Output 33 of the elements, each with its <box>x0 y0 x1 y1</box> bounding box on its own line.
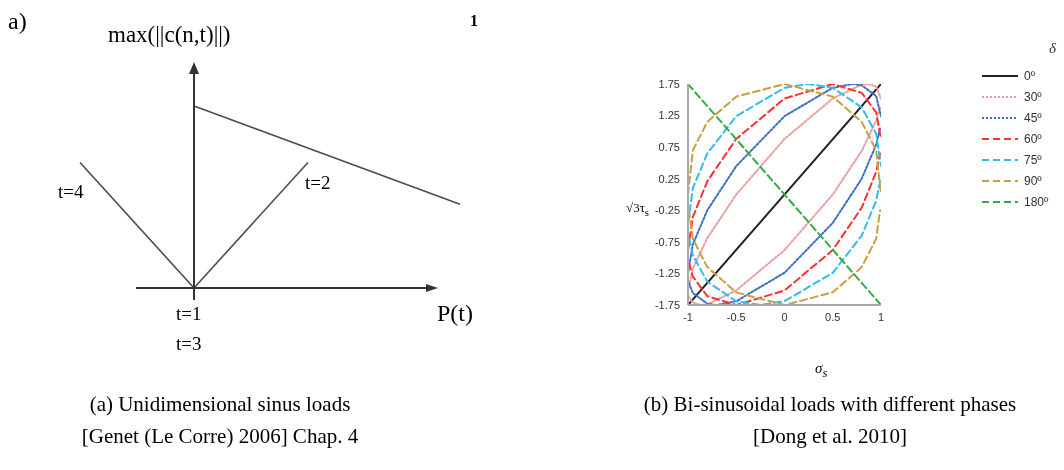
y-tick-label: 0.75 <box>658 141 680 154</box>
x-tick-label: 0.5 <box>825 310 841 323</box>
x-tick-label: -1 <box>683 310 693 323</box>
text: (a) Unidimensional sinus loads [Genet (Le Corre) 2006] Chap. 4 <box>80 391 360 450</box>
text: (b) Bi-sinusoidal loads with different phases [Dong et al. 2010] <box>642 391 1018 450</box>
text: t=3 <box>176 333 202 355</box>
x-tick-label: 0 <box>781 310 788 323</box>
x-axis-title: P(t) <box>437 300 473 327</box>
y-axis-title: √3τ$_{s}$ <box>626 200 650 218</box>
legend-label: 0º <box>1024 68 1036 83</box>
annotation: t=2 <box>305 172 331 194</box>
y-tick-label: -0.75 <box>654 235 680 248</box>
legend-label: 180º <box>1024 194 1049 209</box>
y-tick-label: -1.25 <box>654 267 680 280</box>
legend-title: δ <box>1048 40 1057 57</box>
legend-label: 60º <box>1024 131 1042 146</box>
text: a) <box>8 8 27 35</box>
y-tick-label: 1.25 <box>658 109 680 122</box>
x-tick-label: 1 <box>877 310 885 323</box>
text: 1 <box>470 12 478 30</box>
text: t=1 <box>176 303 202 325</box>
legend-label: 75º <box>1024 152 1042 167</box>
legend-label: 90º <box>1024 173 1042 188</box>
x-tick-label: -0.5 <box>726 310 746 323</box>
legend-label: 30º <box>1024 89 1042 104</box>
legend-label: 45º <box>1024 110 1042 125</box>
y-axis-title: max(||c(n,t)||) <box>108 22 231 48</box>
y-tick-label: -1.75 <box>654 298 680 311</box>
y-tick-label: -0.25 <box>654 204 680 217</box>
annotation: t=4 <box>58 181 84 203</box>
y-tick-label: 0.25 <box>658 172 680 185</box>
x-axis-title: σ$_{s}$ <box>815 360 828 381</box>
y-tick-label: 1.75 <box>658 77 680 90</box>
